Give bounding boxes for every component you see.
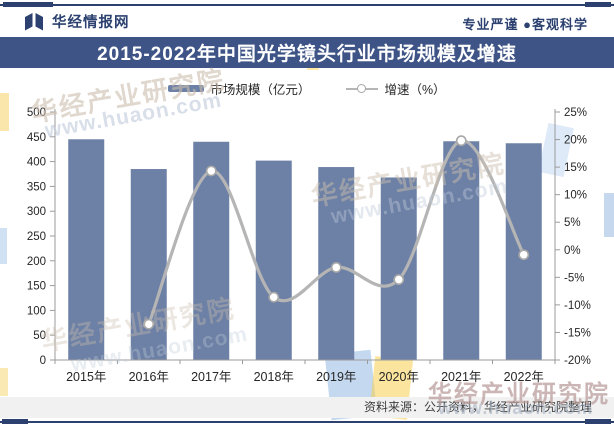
legend-item-growth: 增速（%） <box>346 79 446 98</box>
right-axis-tick-label: 15% <box>564 162 587 174</box>
growth-marker-2017年 <box>205 165 217 177</box>
left-axis-tick-label: 50 <box>33 330 46 342</box>
growth-marker-2022年 <box>518 249 530 261</box>
right-axis-tick-label: 25% <box>564 107 587 119</box>
legend-label: 增速（%） <box>384 83 446 97</box>
right-axis-tick-label: 10% <box>564 190 587 202</box>
bottom-border-accent-left <box>2 419 28 424</box>
bar-2021年 <box>443 141 480 360</box>
bar-2020年 <box>380 177 417 360</box>
brand-name: 华经情报网 <box>52 15 130 31</box>
data-source-note: 资料来源：公开资料，华经产业研究院整理 <box>363 400 592 414</box>
header-slogan: 专业严谨 ●客观科学 <box>462 17 588 32</box>
top-border-accent-left <box>3 2 53 7</box>
x-axis-category-label: 2020年 <box>379 370 419 384</box>
x-axis-category-label: 2015年 <box>66 370 106 384</box>
right-axis-tick-label: 20% <box>564 135 587 147</box>
x-axis-category-label: 2022年 <box>504 370 544 384</box>
brand: 华经情报网 <box>24 11 130 32</box>
growth-marker-2018年 <box>268 291 280 303</box>
bottom-border-line <box>0 421 614 423</box>
bar-swatch-icon <box>168 85 205 92</box>
x-axis-category-label: 2019年 <box>316 370 356 384</box>
growth-marker-2019年 <box>330 262 342 273</box>
top-border-line <box>0 4 614 6</box>
left-axis-tick-label: 150 <box>27 281 46 293</box>
huajing-book-logo-icon <box>24 12 45 31</box>
chart-legend: 市场规模（亿元） 增速（%） <box>0 79 614 98</box>
x-axis-category-label: 2017年 <box>191 370 231 384</box>
left-axis-tick-label: 400 <box>27 157 46 169</box>
footer-bar: 资料来源：公开资料，华经产业研究院整理 <box>0 397 614 418</box>
bottom-border-accent-right <box>585 419 611 424</box>
growth-marker-2021年 <box>455 135 467 147</box>
right-axis-tick-label: -15% <box>564 327 591 339</box>
growth-marker-2020年 <box>393 274 405 285</box>
title-bar: 2015-2022年中国光学镜头行业市场规模及增速 <box>0 37 614 68</box>
right-axis-tick-label: -5% <box>564 272 584 284</box>
left-axis-tick-label: 500 <box>27 107 46 119</box>
legend-item-market-size: 市场规模（亿元） <box>168 79 310 98</box>
x-axis-category-label: 2016年 <box>129 370 169 384</box>
right-axis-tick-label: 5% <box>564 217 581 229</box>
right-axis-tick-label: -20% <box>564 355 591 367</box>
right-axis-tick-label: 0% <box>564 245 581 257</box>
left-axis-tick-label: 100 <box>27 305 46 317</box>
bar-2015年 <box>68 139 105 360</box>
left-axis-tick-label: 350 <box>27 181 46 193</box>
x-axis-category-label: 2021年 <box>441 370 481 384</box>
legend-label: 市场规模（亿元） <box>210 83 311 97</box>
bar-2018年 <box>255 160 292 360</box>
chart-title: 2015-2022年中国光学镜头行业市场规模及增速 <box>97 44 517 65</box>
line-marker-swatch-icon <box>346 83 379 95</box>
left-axis-tick-label: 0 <box>40 355 46 367</box>
left-axis-tick-label: 250 <box>27 231 46 243</box>
growth-marker-2016年 <box>143 318 155 330</box>
bar-2016年 <box>130 169 167 360</box>
left-axis-tick-label: 300 <box>27 206 46 218</box>
left-axis-tick-label: 200 <box>27 256 46 268</box>
x-axis-category-label: 2018年 <box>254 370 294 384</box>
top-border-accent-right <box>585 2 611 7</box>
right-axis-tick-label: -10% <box>564 300 591 312</box>
left-axis-tick-label: 450 <box>27 132 46 144</box>
